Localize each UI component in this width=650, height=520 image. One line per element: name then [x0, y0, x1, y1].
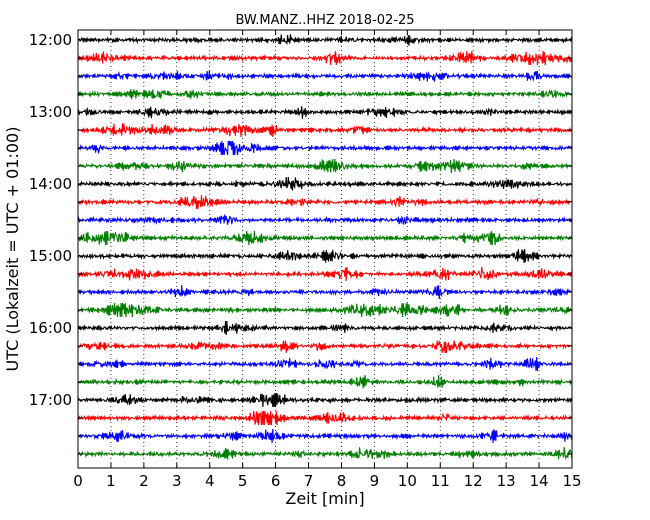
x-tick-label: 9	[370, 472, 380, 490]
x-tick-label: 3	[172, 472, 182, 490]
trace-line	[78, 285, 573, 300]
chart-title: BW.MANZ..HHZ 2018-02-25	[235, 13, 414, 28]
trace-line	[77, 34, 573, 46]
trace-line	[77, 70, 573, 82]
trace-line	[77, 88, 573, 100]
trace-line	[77, 302, 573, 318]
x-tick-label: 13	[497, 472, 516, 490]
x-tick-label: 2	[139, 472, 149, 490]
y-tick-label: 17:00	[29, 391, 72, 409]
plot-frame	[77, 29, 573, 469]
trace-line	[77, 374, 573, 389]
trace-line	[77, 106, 573, 119]
x-tick-label: 0	[73, 472, 83, 490]
trace-line	[77, 176, 573, 191]
y-tick-label: 13:00	[29, 103, 72, 121]
x-tick-label: 15	[562, 472, 581, 490]
x-tick-label: 7	[304, 472, 314, 490]
x-tick-label: 4	[205, 472, 215, 490]
trace-line	[77, 410, 573, 426]
y-axis-ticks: 12:00 13:00 14:00 15:00 16:00 17:00	[29, 31, 572, 455]
trace-line	[77, 266, 573, 282]
x-tick-label: 5	[238, 472, 248, 490]
trace-line	[77, 392, 573, 408]
trace-line	[77, 158, 573, 174]
trace-line	[77, 194, 573, 210]
trace-line	[77, 50, 573, 66]
y-axis-label: UTC (Lokalzeit = UTC + 01:00)	[3, 127, 22, 372]
trace-line	[77, 248, 573, 264]
y-tick-label: 16:00	[29, 319, 72, 337]
trace-line	[77, 230, 573, 246]
trace-line	[77, 320, 573, 336]
traces	[77, 34, 573, 461]
x-tick-label: 1	[106, 472, 116, 490]
x-axis-ticks: 0 1 2 3 4 5 6 7 8 9 10 11 12 13 14 15	[73, 30, 582, 490]
x-tick-label: 6	[271, 472, 281, 490]
trace-line	[77, 447, 573, 461]
x-tick-label: 10	[398, 472, 417, 490]
x-tick-label: 8	[337, 472, 347, 490]
trace-line	[77, 339, 573, 354]
y-tick-label: 12:00	[29, 31, 72, 49]
trace-line	[77, 356, 573, 371]
x-tick-label: 14	[530, 472, 549, 490]
x-axis-label: Zeit [min]	[285, 489, 364, 508]
y-tick-label: 14:00	[29, 175, 72, 193]
trace-line	[77, 428, 573, 444]
trace-line	[77, 214, 573, 226]
trace-line	[77, 123, 573, 138]
trace-line	[77, 140, 573, 156]
y-tick-label: 15:00	[29, 247, 72, 265]
x-tick-label: 12	[464, 472, 483, 490]
x-tick-label: 11	[431, 472, 450, 490]
